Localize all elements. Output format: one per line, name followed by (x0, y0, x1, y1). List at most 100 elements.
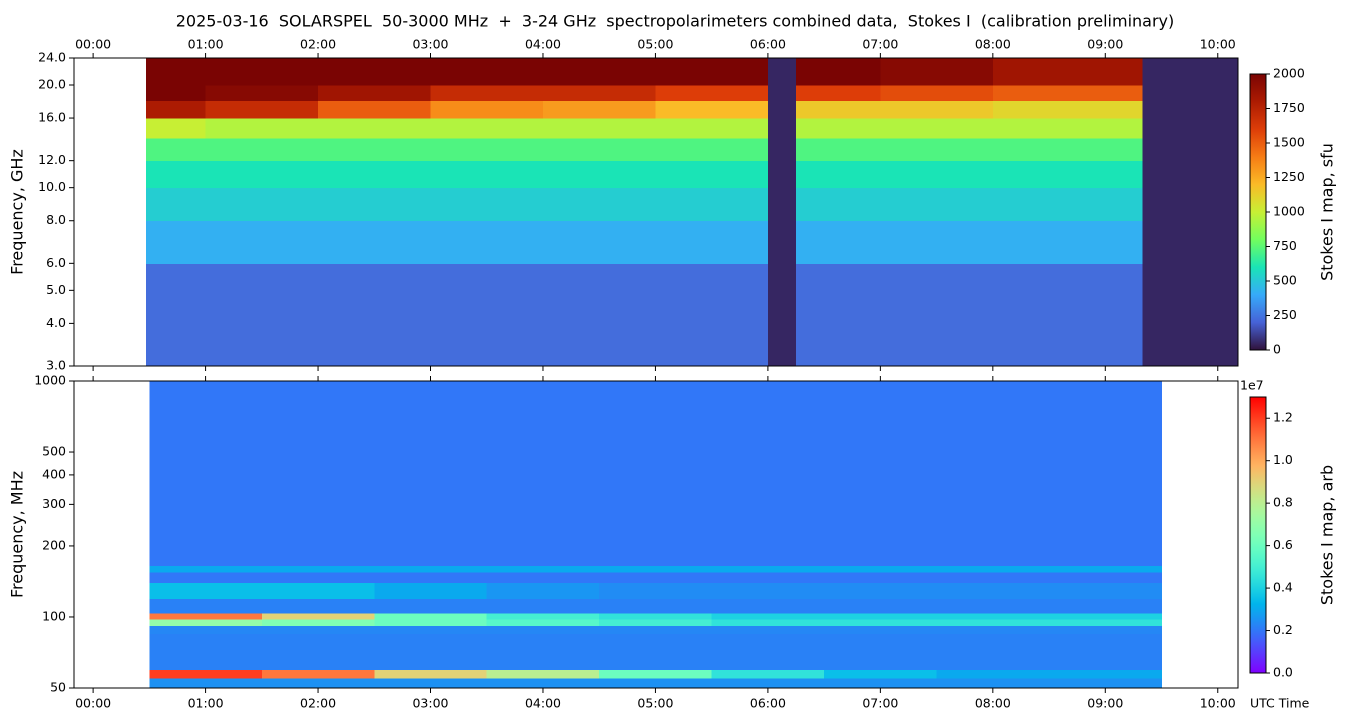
heatmap-cell (824, 625, 938, 635)
heatmap-cell (711, 598, 825, 614)
heatmap-cell (486, 572, 600, 583)
heatmap-cell (145, 220, 207, 264)
x-tick-label: 02:00 (300, 696, 336, 711)
heatmap-cell (261, 633, 375, 670)
heatmap-cell (261, 669, 375, 679)
heatmap-cell (992, 220, 1106, 264)
heatmap-cell (145, 160, 207, 189)
heatmap-cell (824, 612, 938, 620)
heatmap-cell (374, 625, 488, 635)
heatmap-cell (767, 137, 797, 162)
heatmap-cell (992, 137, 1106, 162)
x-tick-label: 06:00 (750, 696, 786, 711)
heatmap-cell (542, 137, 656, 162)
heatmap-cell (936, 678, 1050, 689)
heatmap-cell (1049, 572, 1163, 583)
heatmap-cell (1049, 633, 1163, 670)
plot-frame (73, 57, 1239, 367)
heatmap-cell (1142, 58, 1239, 86)
heatmap-cell (261, 612, 375, 620)
heatmap-cell (1142, 220, 1239, 264)
heatmap-cell (936, 633, 1050, 670)
heatmap-cell (824, 598, 938, 614)
heatmap-cell (205, 160, 319, 189)
x-tick-label: 02:00 (300, 37, 336, 52)
heatmap-cell (936, 582, 1050, 599)
heatmap-cell (767, 118, 797, 139)
heatmap-cell (796, 100, 881, 119)
heatmap-cell (149, 381, 263, 567)
heatmap-cell (486, 582, 600, 599)
heatmap-cell (430, 263, 544, 367)
heatmap-cell (205, 58, 319, 86)
colorbar-tick-label: 0.6 (1273, 537, 1293, 552)
heatmap-cell (542, 187, 656, 222)
heatmap-cell (936, 625, 1050, 635)
heatmap-cell (711, 633, 825, 670)
heatmap-cell (318, 160, 432, 189)
heatmap-cell (374, 633, 488, 670)
heatmap-cell (542, 118, 656, 139)
heatmap-cell (486, 381, 600, 567)
colorbar (1249, 73, 1267, 351)
heatmap-cell (149, 669, 263, 679)
heatmap-cell (824, 565, 938, 573)
colorbar-tick-label: 0.0 (1273, 665, 1293, 680)
heatmap-cell (599, 678, 713, 689)
heatmap-cell (824, 633, 938, 670)
heatmap-cell (374, 582, 488, 599)
heatmap-cell (824, 678, 938, 689)
colorbar-tick-label: 1.2 (1273, 410, 1293, 425)
heatmap-cell (1049, 669, 1163, 679)
heatmap-cell (486, 633, 600, 670)
colorbar-offset-label: 1e7 (1240, 378, 1264, 393)
heatmap-cell (796, 187, 881, 222)
heatmap-cell (261, 572, 375, 583)
heatmap-cell (1049, 619, 1163, 627)
colorbar-tick-label: 1250 (1273, 169, 1305, 184)
heatmap-cell (655, 118, 769, 139)
heatmap-cell (655, 220, 769, 264)
heatmap-cell (1105, 220, 1143, 264)
heatmap-cell (542, 100, 656, 119)
heatmap-cell (992, 160, 1106, 189)
heatmap-cell (796, 85, 881, 102)
x-tick-label: 03:00 (412, 37, 448, 52)
colorbar-tick-label: 1000 (1273, 204, 1305, 219)
heatmap-cell (655, 100, 769, 119)
heatmap-cell (599, 598, 713, 614)
x-tick-label: 07:00 (862, 37, 898, 52)
heatmap-cell (486, 619, 600, 627)
heatmap-cell (711, 619, 825, 627)
heatmap-cell (205, 187, 319, 222)
y-tick-label: 10.0 (38, 179, 66, 194)
heatmap-cell (430, 100, 544, 119)
heatmap-cell (149, 678, 263, 689)
heatmap-cell (880, 85, 994, 102)
heatmap-cell (1049, 612, 1163, 620)
heatmap-cell (430, 85, 544, 102)
colorbar-tick-label: 1750 (1273, 100, 1305, 115)
y-tick-label: 3.0 (46, 358, 66, 373)
heatmap-cell (542, 160, 656, 189)
x-tick-label: 01:00 (188, 37, 224, 52)
heatmap-cell (824, 669, 938, 679)
heatmap-cell (796, 263, 881, 367)
heatmap-cell (824, 619, 938, 627)
heatmap-cell (655, 160, 769, 189)
x-tick-label: 08:00 (975, 37, 1011, 52)
heatmap-cell (145, 118, 207, 139)
heatmap-cell (542, 58, 656, 86)
heatmap-cell (655, 58, 769, 86)
heatmap-cell (261, 381, 375, 567)
heatmap-cell (880, 118, 994, 139)
heatmap-cell (655, 263, 769, 367)
heatmap-cell (1105, 118, 1143, 139)
heatmap-cell (318, 263, 432, 367)
heatmap-cell (486, 598, 600, 614)
heatmap-cell (261, 565, 375, 573)
heatmap-cell (205, 100, 319, 119)
y-tick-label: 24.0 (38, 50, 66, 65)
heatmap-cell (1105, 160, 1143, 189)
heatmap-cell (542, 220, 656, 264)
